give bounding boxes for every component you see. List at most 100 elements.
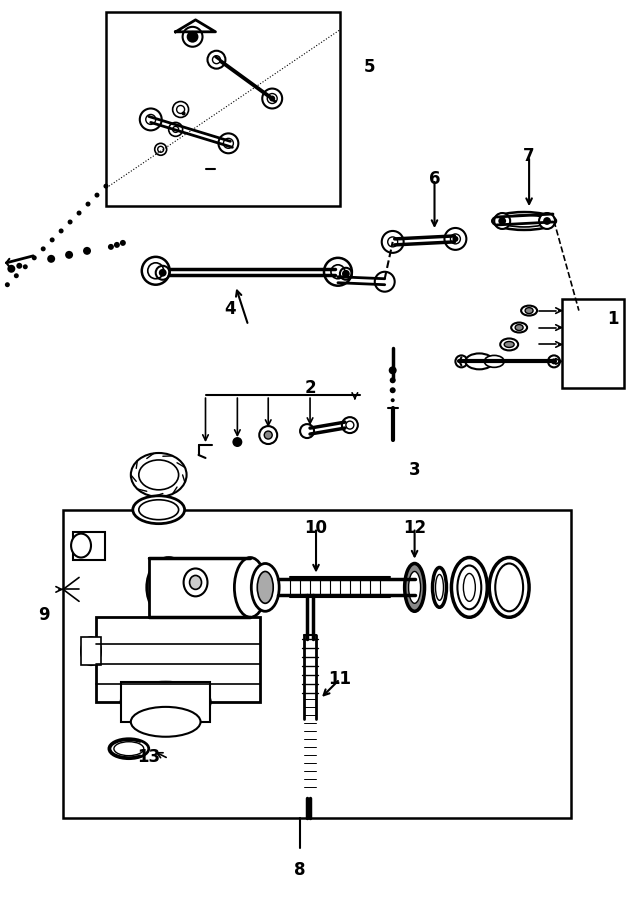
- Circle shape: [94, 193, 100, 197]
- Ellipse shape: [521, 306, 537, 316]
- Ellipse shape: [234, 558, 266, 617]
- Text: 11: 11: [329, 670, 351, 688]
- Circle shape: [223, 138, 234, 148]
- Ellipse shape: [525, 308, 533, 314]
- Ellipse shape: [131, 453, 187, 497]
- Ellipse shape: [484, 355, 504, 368]
- Ellipse shape: [492, 212, 556, 230]
- Circle shape: [259, 426, 277, 444]
- Text: 10: 10: [304, 518, 327, 536]
- Text: 12: 12: [403, 518, 426, 536]
- Ellipse shape: [109, 739, 149, 759]
- Circle shape: [391, 398, 395, 402]
- Circle shape: [182, 111, 186, 116]
- Circle shape: [539, 213, 555, 229]
- Circle shape: [494, 213, 510, 229]
- Circle shape: [342, 417, 358, 433]
- Circle shape: [58, 229, 64, 233]
- Circle shape: [85, 202, 91, 206]
- Circle shape: [158, 146, 164, 152]
- Circle shape: [177, 106, 185, 113]
- Ellipse shape: [147, 558, 191, 617]
- Bar: [81, 637, 101, 665]
- Bar: [106, 12, 340, 206]
- Circle shape: [213, 56, 220, 64]
- Ellipse shape: [131, 707, 200, 736]
- Text: 5: 5: [364, 57, 376, 75]
- Ellipse shape: [464, 573, 475, 601]
- Circle shape: [31, 256, 37, 260]
- Circle shape: [5, 283, 10, 287]
- Circle shape: [551, 359, 557, 364]
- Ellipse shape: [257, 571, 273, 604]
- Ellipse shape: [133, 496, 185, 524]
- Ellipse shape: [504, 342, 514, 347]
- Ellipse shape: [81, 637, 101, 665]
- Text: 1: 1: [607, 309, 618, 327]
- Circle shape: [451, 234, 460, 244]
- Circle shape: [7, 265, 15, 273]
- Circle shape: [48, 255, 55, 263]
- Ellipse shape: [511, 323, 527, 333]
- Bar: [63, 509, 571, 818]
- Circle shape: [388, 237, 397, 247]
- Circle shape: [390, 388, 395, 393]
- Circle shape: [148, 263, 164, 279]
- Text: 7: 7: [523, 147, 535, 165]
- Circle shape: [160, 270, 166, 275]
- Circle shape: [114, 242, 120, 248]
- Circle shape: [388, 366, 397, 374]
- Text: 6: 6: [429, 170, 440, 188]
- Circle shape: [544, 218, 550, 224]
- Bar: [562, 299, 623, 388]
- Circle shape: [267, 93, 277, 103]
- Ellipse shape: [139, 460, 178, 490]
- Circle shape: [40, 247, 46, 251]
- Ellipse shape: [121, 682, 211, 722]
- Circle shape: [265, 431, 272, 439]
- Ellipse shape: [515, 325, 523, 330]
- Circle shape: [346, 421, 354, 429]
- Ellipse shape: [500, 338, 518, 351]
- Circle shape: [453, 236, 458, 242]
- Circle shape: [499, 218, 505, 224]
- Text: 2: 2: [304, 379, 316, 397]
- Ellipse shape: [189, 576, 202, 589]
- Circle shape: [14, 274, 19, 278]
- Ellipse shape: [114, 742, 144, 755]
- Ellipse shape: [408, 571, 421, 604]
- Circle shape: [173, 126, 178, 133]
- Circle shape: [331, 265, 345, 279]
- Ellipse shape: [435, 574, 444, 600]
- Circle shape: [16, 263, 22, 269]
- Text: 8: 8: [294, 861, 306, 879]
- Bar: [149, 558, 250, 617]
- Circle shape: [83, 247, 91, 255]
- Bar: [121, 682, 211, 722]
- Bar: [96, 617, 260, 701]
- Circle shape: [76, 211, 82, 215]
- Circle shape: [146, 115, 156, 125]
- Ellipse shape: [451, 558, 487, 617]
- Circle shape: [108, 244, 114, 250]
- Ellipse shape: [139, 500, 178, 519]
- Circle shape: [390, 378, 395, 383]
- Circle shape: [343, 271, 349, 277]
- Circle shape: [120, 239, 126, 246]
- Circle shape: [49, 238, 55, 242]
- Circle shape: [548, 355, 560, 368]
- Ellipse shape: [251, 563, 279, 611]
- Circle shape: [103, 184, 108, 188]
- Ellipse shape: [465, 353, 493, 370]
- Text: 9: 9: [39, 606, 50, 624]
- Text: 4: 4: [225, 300, 236, 318]
- Circle shape: [65, 251, 73, 259]
- Bar: [73, 532, 105, 560]
- Ellipse shape: [184, 569, 207, 597]
- Circle shape: [232, 437, 242, 447]
- Circle shape: [67, 220, 73, 224]
- Text: 13: 13: [137, 748, 160, 766]
- Circle shape: [455, 355, 467, 368]
- Ellipse shape: [489, 558, 529, 617]
- Ellipse shape: [500, 215, 548, 227]
